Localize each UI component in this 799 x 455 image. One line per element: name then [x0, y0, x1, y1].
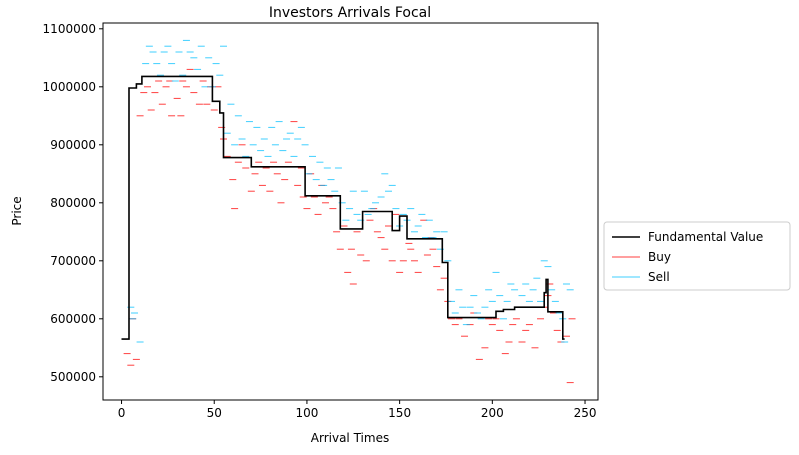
y-tick-label: 500000	[50, 370, 96, 384]
y-tick-label: 900000	[50, 138, 96, 152]
series-fundamental-value-line	[121, 75, 565, 340]
legend-box	[603, 221, 791, 291]
chart-title: Investors Arrivals Focal	[269, 5, 431, 21]
x-tick-label: 200	[481, 406, 504, 420]
legend-label-sell: Sell	[648, 270, 670, 284]
x-tick-label: 150	[388, 406, 411, 420]
legend-label-fundamental-value: Fundamental Value	[648, 230, 763, 244]
x-axis-label: Arrival Times	[311, 431, 389, 445]
legend: Fundamental Value Buy Sell	[603, 221, 791, 291]
plot-data-layer	[121, 39, 576, 384]
y-axis: 500000 600000 700000 800000 900000 1000000 110…	[43, 22, 103, 384]
y-axis-label: Price	[10, 196, 24, 225]
legend-label-buy: Buy	[648, 250, 671, 264]
x-tick-label: 100	[295, 406, 318, 420]
plot-frame	[102, 22, 599, 401]
x-tick-label: 250	[574, 406, 597, 420]
x-tick-label: 0	[118, 406, 126, 420]
y-tick-label: 1000000	[43, 80, 96, 94]
y-tick-label: 700000	[50, 254, 96, 268]
y-tick-label: 1100000	[43, 22, 96, 36]
series-buy	[123, 68, 576, 384]
x-axis: 0 50 100 150 200 250	[118, 400, 597, 420]
y-tick-label: 600000	[50, 312, 96, 326]
x-tick-label: 50	[207, 406, 222, 420]
y-tick-label: 800000	[50, 196, 96, 210]
series-sell	[127, 39, 574, 343]
